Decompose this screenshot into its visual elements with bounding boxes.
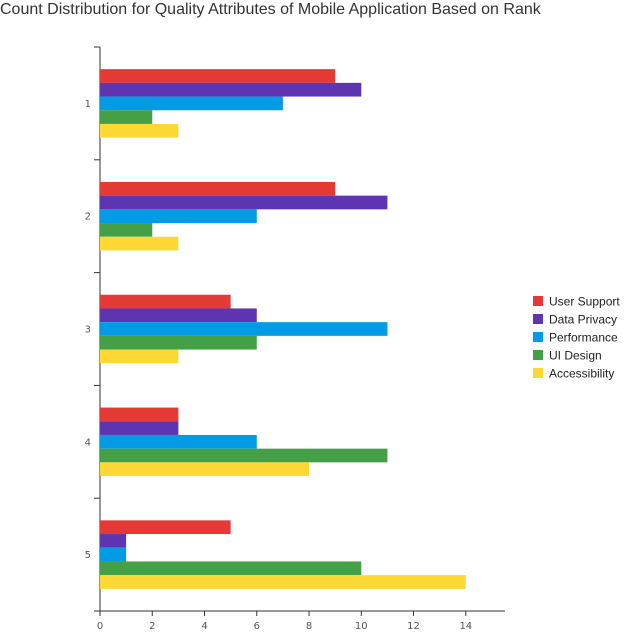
bar <box>100 209 257 224</box>
bar <box>100 110 153 124</box>
legend-label: User Support <box>549 295 620 309</box>
bar <box>100 561 362 576</box>
bar <box>100 181 336 196</box>
x-tick-label: 8 <box>306 621 312 632</box>
x-tick-label: 2 <box>149 621 155 632</box>
legend-swatch <box>533 314 543 324</box>
bar <box>100 82 362 97</box>
bar <box>100 448 388 463</box>
bar <box>100 322 388 336</box>
bar <box>100 335 257 350</box>
bar <box>100 195 388 210</box>
bar <box>100 236 179 251</box>
bar <box>100 223 153 237</box>
legend-swatch <box>533 296 543 306</box>
bar <box>100 308 257 323</box>
legend-label: Performance <box>549 331 618 345</box>
bar <box>100 294 231 309</box>
legend-swatch <box>533 350 543 360</box>
x-tick-label: 10 <box>355 621 368 632</box>
bar <box>100 462 310 477</box>
chart-legend: User Support Data Privacy Performance UI De… <box>533 295 620 381</box>
bar <box>100 349 179 364</box>
chart-title: Count Distribution for Quality Attribute… <box>0 1 541 18</box>
legend-label: UI Design <box>549 349 602 363</box>
y-tick-label: 2 <box>85 212 91 223</box>
legend-label: Data Privacy <box>549 313 617 327</box>
bar <box>100 123 179 138</box>
x-tick-label: 0 <box>97 621 103 632</box>
y-tick-label: 3 <box>85 325 91 336</box>
x-tick-label: 4 <box>201 621 207 632</box>
bar <box>100 69 336 83</box>
x-tick-label: 12 <box>407 621 420 632</box>
bar <box>100 547 127 562</box>
x-tick-label: 6 <box>254 621 260 632</box>
chart-bars <box>100 69 466 589</box>
bar <box>100 407 179 422</box>
bar <box>100 534 127 548</box>
legend-swatch <box>533 368 543 378</box>
y-tick-label: 4 <box>85 437 91 448</box>
bar <box>100 434 257 449</box>
bar <box>100 520 231 535</box>
bar <box>100 421 179 435</box>
x-tick-label: 14 <box>459 621 472 632</box>
bar <box>100 575 466 589</box>
legend-swatch <box>533 332 543 342</box>
legend-label: Accessibility <box>549 367 614 381</box>
y-tick-label: 5 <box>85 550 91 561</box>
y-tick-label: 1 <box>85 99 91 110</box>
bar <box>100 96 283 111</box>
